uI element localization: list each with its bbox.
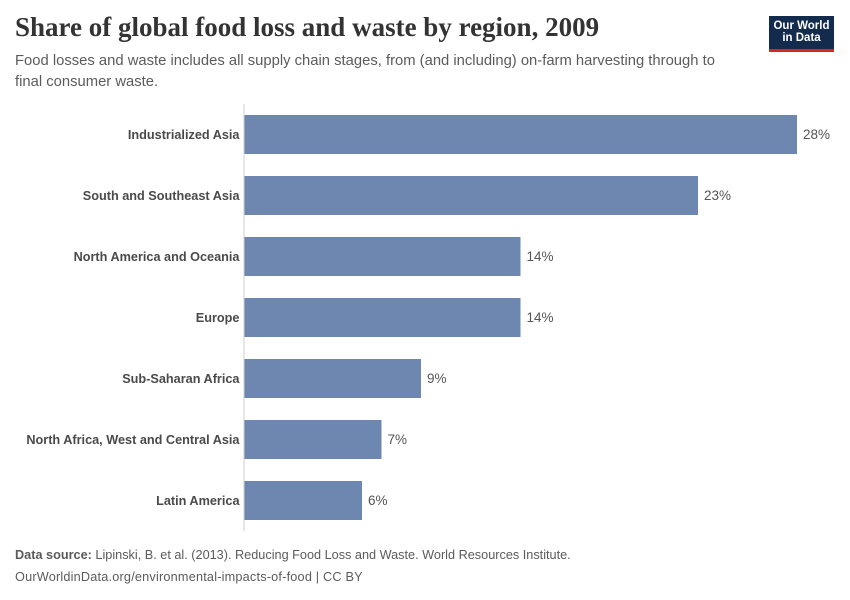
svg-text:North America and Oceania: North America and Oceania [74, 250, 241, 264]
svg-text:14%: 14% [527, 249, 554, 264]
svg-text:Latin America: Latin America [156, 494, 240, 508]
svg-text:Sub-Saharan Africa: Sub-Saharan Africa [122, 372, 240, 386]
svg-text:28%: 28% [803, 127, 830, 142]
svg-text:Europe: Europe [196, 311, 240, 325]
svg-text:South and Southeast Asia: South and Southeast Asia [83, 189, 241, 203]
svg-text:9%: 9% [427, 371, 447, 386]
svg-text:6%: 6% [368, 493, 388, 508]
svg-text:14%: 14% [527, 310, 554, 325]
svg-text:Industrialized Asia: Industrialized Asia [128, 128, 241, 142]
svg-text:7%: 7% [388, 432, 408, 447]
svg-text:North Africa, West and Central: North Africa, West and Central Asia [26, 433, 240, 447]
svg-text:23%: 23% [704, 188, 731, 203]
